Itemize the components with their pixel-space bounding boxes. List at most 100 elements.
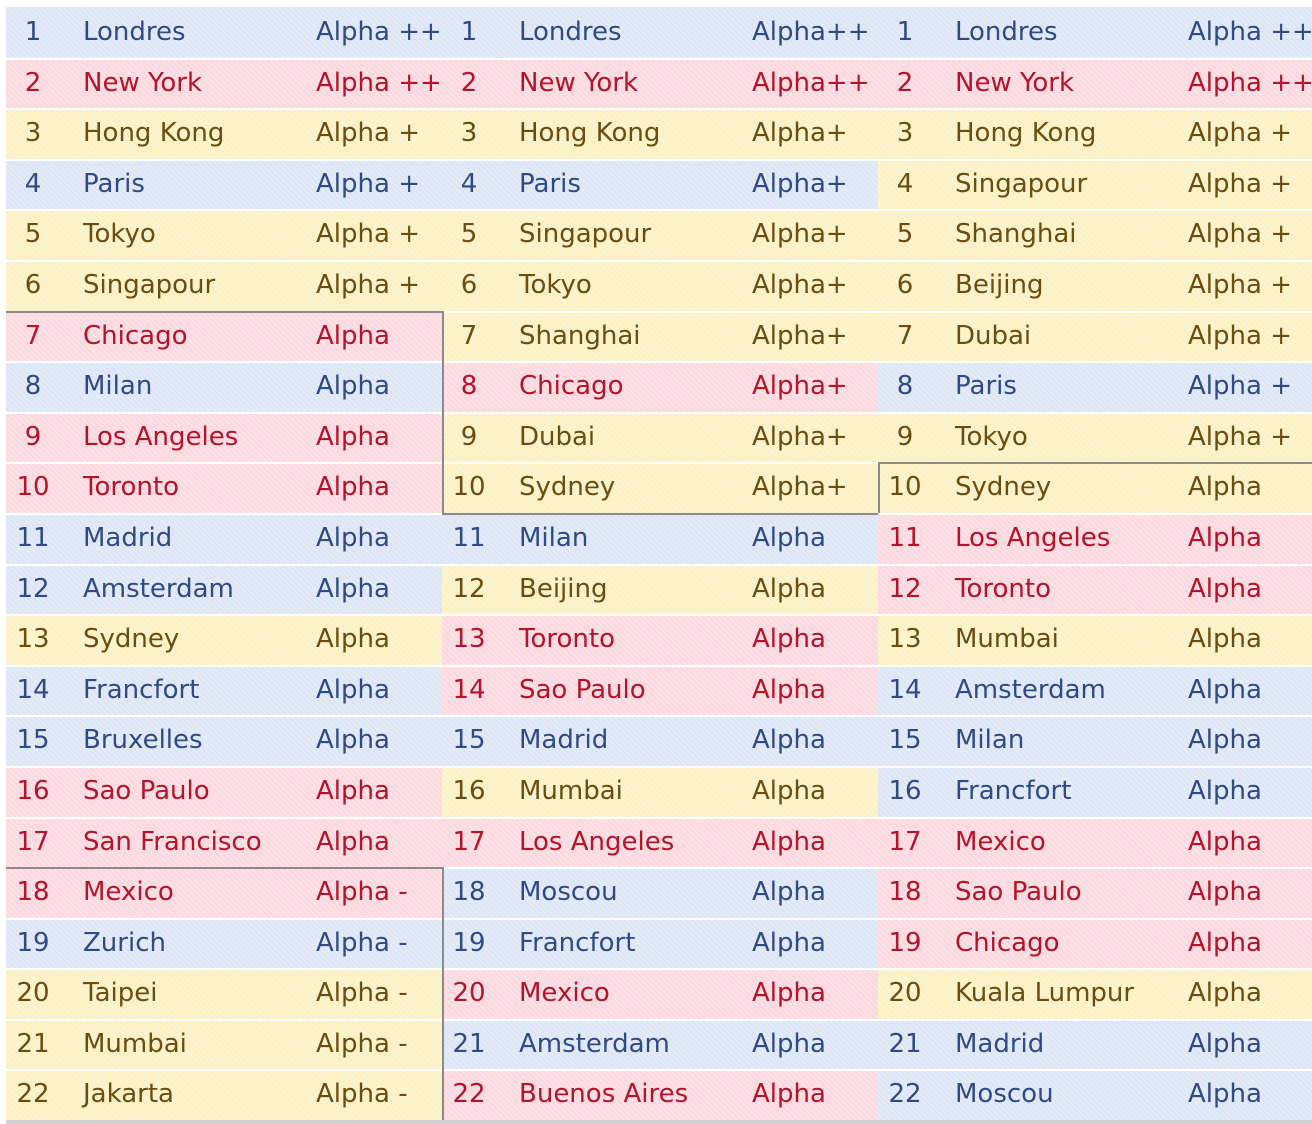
- table-row: 2 New York Alpha++: [442, 57, 878, 109]
- rank-number: 15: [16, 725, 50, 756]
- rank-number: 22: [888, 1079, 922, 1110]
- table-row: 11 Milan Alpha: [442, 512, 878, 564]
- rank-number: 13: [452, 624, 486, 655]
- tier-boundary-line: [6, 310, 442, 313]
- rank-number: 5: [896, 219, 914, 250]
- tier-label: Alpha ++: [1188, 17, 1312, 47]
- city-name: Francfort: [955, 775, 1072, 806]
- rank-number: 3: [460, 118, 478, 149]
- city-name: Toronto: [955, 573, 1051, 604]
- rank-number: 3: [24, 118, 42, 149]
- city-name: Shanghai: [519, 320, 641, 351]
- city-name: Londres: [519, 17, 622, 47]
- city-name: Dubai: [519, 421, 596, 452]
- tier-label: Alpha +: [316, 118, 420, 149]
- city-name: Tokyo: [955, 421, 1028, 452]
- rank-number: 8: [896, 371, 914, 402]
- rank-number: 17: [888, 826, 922, 857]
- tier-label: Alpha+: [752, 118, 848, 149]
- rank-number: 12: [888, 573, 922, 604]
- tier-label: Alpha +: [1188, 219, 1292, 250]
- table-row: 21 Mumbai Alpha -: [6, 1018, 442, 1070]
- table-row: 10 Sydney Alpha: [878, 462, 1312, 513]
- table-row: 3 Hong Kong Alpha +: [878, 108, 1312, 159]
- city-name: New York: [955, 67, 1075, 98]
- rank-number: 15: [452, 725, 486, 756]
- tier-label: Alpha: [316, 725, 390, 756]
- rank-number: 3: [896, 118, 914, 149]
- table-row: 18 Mexico Alpha -: [6, 867, 442, 918]
- city-name: Amsterdam: [83, 573, 234, 604]
- city-name: Chicago: [955, 927, 1060, 958]
- city-name: Milan: [955, 725, 1025, 756]
- table-row: 6 Tokyo Alpha+: [442, 259, 878, 311]
- tier-label: Alpha: [316, 624, 390, 655]
- city-name: Singapour: [955, 168, 1088, 199]
- city-name: Londres: [83, 17, 186, 47]
- table-row: 8 Milan Alpha: [6, 361, 442, 412]
- tier-label: Alpha +: [316, 269, 420, 300]
- table-row: 10 Sydney Alpha+: [442, 462, 878, 513]
- table-row: 22 Buenos Aires Alpha: [442, 1069, 878, 1121]
- rank-number: 1: [460, 17, 478, 47]
- city-name: Tokyo: [519, 269, 592, 300]
- rank-number: 10: [452, 472, 486, 503]
- tier-label: Alpha: [316, 775, 390, 806]
- table-row: 21 Amsterdam Alpha: [442, 1018, 878, 1070]
- city-name: New York: [83, 67, 203, 98]
- table-row: 22 Jakarta Alpha -: [6, 1069, 442, 1121]
- city-name: Madrid: [83, 522, 173, 553]
- city-name: Paris: [519, 168, 581, 199]
- table-row: 3 Hong Kong Alpha+: [442, 108, 878, 159]
- rank-number: 19: [16, 927, 50, 958]
- rank-number: 1: [896, 17, 914, 47]
- table-row: 16 Mumbai Alpha: [442, 765, 878, 817]
- tier-boundary-line: [6, 867, 442, 870]
- table-row: 14 Amsterdam Alpha: [878, 664, 1312, 716]
- rank-number: 19: [888, 927, 922, 958]
- tier-label: Alpha: [316, 320, 390, 351]
- table-row: 6 Beijing Alpha +: [878, 259, 1312, 311]
- city-name: Toronto: [519, 624, 615, 655]
- table-row: 1 Londres Alpha ++: [878, 7, 1312, 58]
- tier-label: Alpha+: [752, 269, 848, 300]
- table-row: 4 Paris Alpha+: [442, 158, 878, 210]
- tier-label: Alpha++: [752, 67, 870, 98]
- table-row: 14 Francfort Alpha: [6, 664, 442, 716]
- rank-number: 5: [24, 219, 42, 250]
- tier-label: Alpha: [752, 927, 826, 958]
- tier-label: Alpha: [1188, 826, 1262, 857]
- city-name: Sao Paulo: [519, 674, 646, 705]
- city-name: Chicago: [519, 371, 624, 402]
- table-row: 12 Toronto Alpha: [878, 563, 1312, 615]
- tier-label: Alpha: [752, 1079, 826, 1110]
- tier-label: Alpha: [316, 371, 390, 402]
- table-row: 18 Sao Paulo Alpha: [878, 867, 1312, 918]
- city-name: Singapour: [519, 219, 652, 250]
- city-name: Singapour: [83, 269, 216, 300]
- table-row: 8 Chicago Alpha+: [442, 361, 878, 412]
- city-name: Hong Kong: [955, 118, 1097, 149]
- table-row: 5 Tokyo Alpha +: [6, 209, 442, 260]
- rank-number: 12: [16, 573, 50, 604]
- table-row: 11 Madrid Alpha: [6, 512, 442, 564]
- city-name: Madrid: [519, 725, 609, 756]
- tier-label: Alpha: [316, 472, 390, 503]
- tier-label: Alpha+: [752, 219, 848, 250]
- tier-label: Alpha +: [316, 168, 420, 199]
- city-name: Tokyo: [83, 219, 156, 250]
- tier-label: Alpha +: [316, 219, 420, 250]
- tier-label: Alpha: [1188, 978, 1262, 1009]
- tier-boundary-line: [878, 462, 1312, 465]
- city-name: Londres: [955, 17, 1058, 47]
- rank-number: 6: [896, 269, 914, 300]
- tier-label: Alpha -: [316, 927, 408, 958]
- table-row: 19 Chicago Alpha: [878, 917, 1312, 969]
- ranking-table: 1 Londres Alpha ++ 1 Londres Alpha++ 1 Londres A…: [6, 7, 1312, 1124]
- city-name: Dubai: [955, 320, 1032, 351]
- rank-number: 2: [24, 67, 42, 98]
- tier-label: Alpha: [752, 775, 826, 806]
- table-row: 15 Milan Alpha: [878, 715, 1312, 766]
- table-row: 16 Sao Paulo Alpha: [6, 765, 442, 817]
- rank-number: 2: [460, 67, 478, 98]
